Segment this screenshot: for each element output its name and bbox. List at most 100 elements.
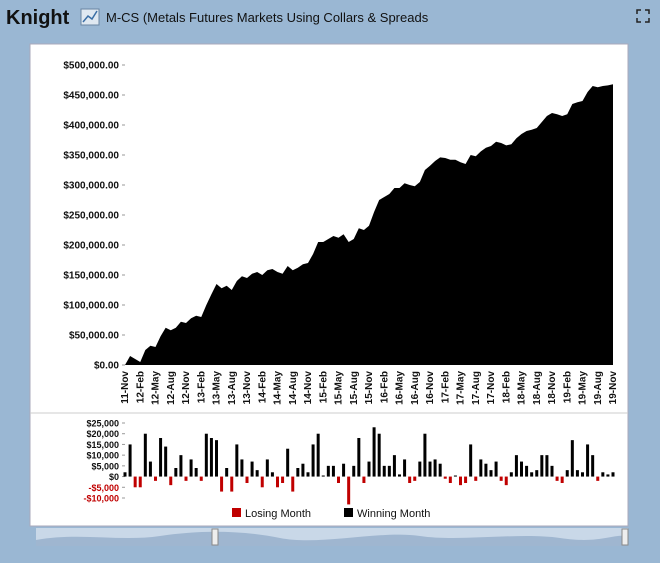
month-bar bbox=[372, 427, 376, 477]
y-tick-label: -$5,000 bbox=[88, 483, 119, 493]
x-tick-label: 12-Aug bbox=[166, 371, 177, 405]
month-bar bbox=[347, 476, 351, 505]
x-tick-label: 19-Aug bbox=[593, 371, 604, 405]
month-bar bbox=[606, 474, 610, 477]
month-bar bbox=[540, 455, 544, 477]
month-bar bbox=[367, 461, 371, 477]
month-bar bbox=[209, 438, 213, 477]
x-tick-label: 15-Nov bbox=[364, 371, 375, 405]
month-bar bbox=[326, 465, 330, 477]
month-bar bbox=[504, 476, 508, 486]
month-bar bbox=[138, 476, 142, 488]
month-bar bbox=[128, 444, 132, 477]
y-tick-label: $0 bbox=[109, 472, 119, 482]
month-bar bbox=[448, 476, 452, 483]
month-bar bbox=[443, 476, 447, 479]
month-bar bbox=[159, 438, 163, 477]
month-bar bbox=[438, 463, 442, 477]
month-bar bbox=[260, 476, 264, 488]
month-bar bbox=[194, 468, 198, 477]
month-bar bbox=[535, 470, 539, 477]
month-bar bbox=[418, 461, 422, 477]
month-bar bbox=[133, 476, 137, 488]
month-bar bbox=[575, 470, 579, 477]
x-tick-label: 13-May bbox=[212, 371, 223, 405]
month-bar bbox=[265, 459, 269, 477]
month-bar bbox=[123, 472, 127, 477]
month-bar bbox=[387, 465, 391, 477]
month-bar bbox=[316, 433, 320, 477]
month-bar bbox=[154, 476, 157, 481]
x-tick-label: 18-Aug bbox=[532, 371, 543, 405]
x-tick-label: 18-Nov bbox=[547, 371, 558, 405]
month-bar bbox=[301, 463, 305, 477]
x-tick-label: 14-Nov bbox=[303, 371, 314, 405]
x-tick-label: 13-Nov bbox=[242, 371, 253, 405]
x-tick-label: 12-Feb bbox=[135, 371, 146, 403]
x-tick-label: 15-May bbox=[334, 371, 345, 405]
month-bar bbox=[591, 455, 595, 477]
month-bar bbox=[565, 470, 569, 477]
month-bar bbox=[469, 444, 473, 477]
month-bar bbox=[428, 461, 432, 477]
x-tick-label: 18-May bbox=[517, 371, 528, 405]
expand-icon[interactable] bbox=[636, 9, 650, 23]
month-bar bbox=[291, 476, 295, 492]
legend-label: Winning Month bbox=[357, 508, 430, 520]
navigator[interactable] bbox=[36, 528, 629, 546]
x-tick-label: 15-Aug bbox=[349, 371, 360, 405]
x-tick-label: 14-Aug bbox=[288, 371, 299, 405]
month-bar bbox=[184, 476, 188, 481]
x-tick-label: 16-Nov bbox=[425, 371, 436, 405]
month-bar bbox=[179, 455, 183, 477]
month-bar bbox=[245, 476, 249, 483]
month-bar bbox=[545, 455, 549, 477]
month-bar bbox=[530, 472, 534, 477]
month-bar bbox=[342, 463, 346, 477]
month-bar bbox=[413, 476, 417, 481]
month-bar bbox=[357, 438, 361, 477]
y-tick-label: $300,000.00 bbox=[63, 181, 119, 192]
x-tick-label: 19-Feb bbox=[562, 371, 573, 403]
month-bar bbox=[235, 444, 239, 477]
month-bar bbox=[240, 459, 244, 477]
month-bar bbox=[204, 433, 208, 477]
month-bar bbox=[276, 476, 279, 488]
x-tick-label: 12-May bbox=[151, 371, 162, 405]
month-bar bbox=[230, 476, 234, 492]
month-bar bbox=[474, 476, 478, 481]
month-bar bbox=[296, 468, 300, 477]
y-tick-label: $350,000.00 bbox=[63, 151, 119, 162]
month-bar bbox=[392, 455, 396, 477]
y-tick-label: $200,000.00 bbox=[63, 241, 119, 252]
y-tick-label: $150,000.00 bbox=[63, 271, 119, 282]
x-tick-label: 17-Feb bbox=[440, 371, 451, 403]
month-bar bbox=[494, 461, 498, 477]
month-bar bbox=[586, 444, 590, 477]
month-bar bbox=[596, 476, 600, 481]
month-bar bbox=[581, 472, 584, 477]
y-tick-label: $450,000.00 bbox=[63, 91, 119, 102]
month-bar bbox=[352, 465, 356, 477]
month-bar bbox=[479, 459, 483, 477]
x-tick-label: 16-Aug bbox=[410, 371, 421, 405]
month-bar bbox=[611, 472, 615, 477]
month-bar bbox=[550, 465, 554, 477]
month-bar bbox=[525, 465, 529, 477]
month-bar bbox=[199, 476, 203, 481]
month-bar bbox=[174, 468, 178, 477]
month-bar bbox=[255, 470, 259, 477]
legend-label: Losing Month bbox=[245, 508, 311, 520]
month-bar bbox=[270, 472, 274, 477]
month-bar bbox=[331, 465, 335, 477]
month-bar bbox=[520, 461, 523, 477]
y-tick-label: $250,000.00 bbox=[63, 211, 119, 222]
x-tick-label: 16-May bbox=[395, 371, 406, 405]
chart-title: M-CS (Metals Futures Markets Using Colla… bbox=[106, 10, 429, 25]
month-bar bbox=[423, 433, 427, 477]
y-tick-label: $20,000 bbox=[86, 429, 119, 439]
month-bar bbox=[484, 463, 488, 477]
x-tick-label: 11-Nov bbox=[120, 371, 131, 404]
y-tick-label: $100,000.00 bbox=[63, 301, 119, 312]
